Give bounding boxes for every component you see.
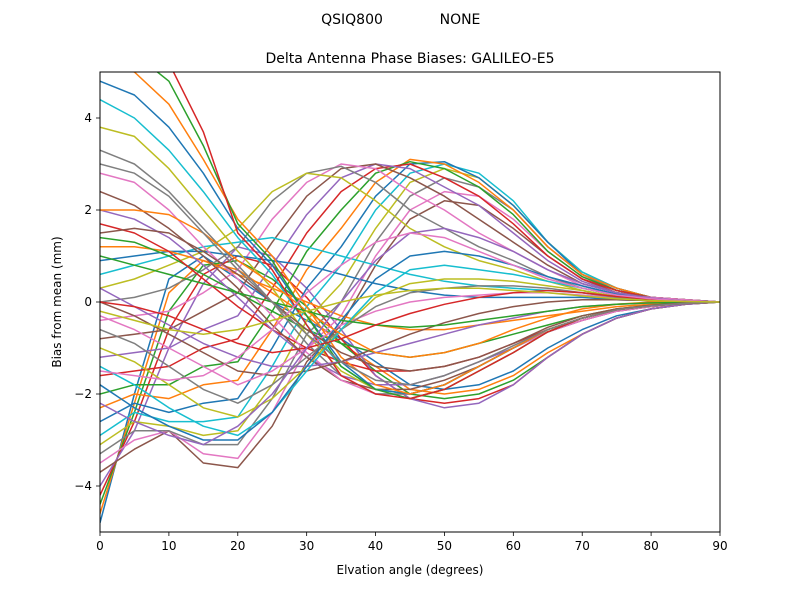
series-line-19 [100, 172, 720, 303]
y-tick-label: 2 [84, 203, 92, 217]
series-group [100, 72, 720, 523]
y-tick-label: 0 [84, 295, 92, 309]
y-axis: −4 −2 0 2 4 [74, 111, 100, 493]
series-line-41 [100, 250, 720, 441]
y-tick-label: −2 [74, 387, 92, 401]
y-tick-label: 4 [84, 111, 92, 125]
x-tick-label: 10 [161, 539, 176, 553]
series-line-43 [100, 255, 720, 329]
plot-title: Delta Antenna Phase Biases: GALILEO-E5 [265, 51, 554, 67]
x-tick-label: 20 [230, 539, 245, 553]
x-tick-label: 70 [575, 539, 590, 553]
x-tick-label: 60 [506, 539, 521, 553]
series-line-45 [100, 227, 720, 446]
series-line-22 [100, 246, 720, 331]
suptitle-antenna: QSIQ800 [321, 12, 383, 28]
series-line-12 [100, 158, 720, 409]
series-line-44 [100, 289, 720, 354]
x-tick-label: 40 [368, 539, 383, 553]
x-axis-label: Elvation angle (degrees) [337, 563, 484, 577]
x-tick-label: 30 [299, 539, 314, 553]
x-tick-label: 80 [643, 539, 658, 553]
series-line-48 [100, 163, 720, 386]
series-line-47 [100, 232, 720, 381]
series-line-14 [100, 163, 720, 377]
series-line-5 [100, 246, 720, 487]
series-line-18 [100, 165, 720, 303]
x-tick-label: 90 [712, 539, 727, 553]
series-line-38 [100, 285, 720, 404]
x-tick-label: 50 [437, 539, 452, 553]
series-line-46 [100, 227, 720, 372]
y-axis-label: Bias from mean (mm) [50, 236, 64, 367]
suptitle-radome: NONE [440, 12, 481, 28]
x-axis: 0 10 20 30 40 50 60 70 80 90 [96, 532, 728, 553]
y-tick-label: −4 [74, 479, 92, 493]
series-line-15 [100, 163, 720, 358]
series-line-6 [100, 200, 720, 473]
series-line-49 [100, 287, 720, 335]
series-line-36 [100, 298, 720, 377]
x-tick-label: 0 [96, 539, 104, 553]
